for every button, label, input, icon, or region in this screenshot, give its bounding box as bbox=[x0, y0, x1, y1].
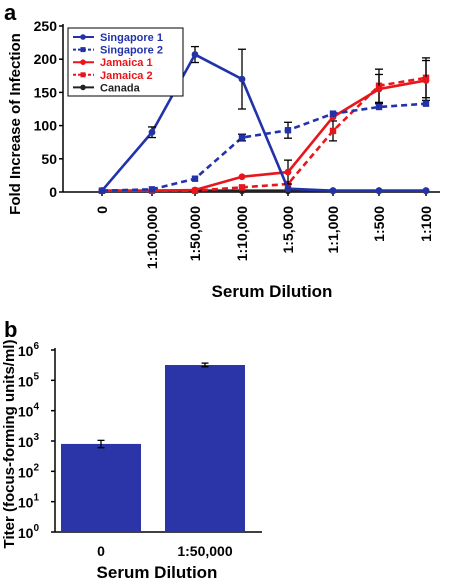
legend-label: Jamaica 1 bbox=[100, 57, 153, 69]
data-point bbox=[329, 127, 337, 135]
data-point bbox=[148, 186, 156, 193]
panel-b-label: b bbox=[4, 317, 17, 342]
series-line bbox=[102, 79, 427, 192]
panel-a-x-tick-label: 1:500 bbox=[371, 206, 387, 242]
bar bbox=[61, 443, 141, 532]
panel-a-x-tick-label: 1:10,000 bbox=[234, 206, 250, 261]
data-point bbox=[191, 175, 199, 182]
panel-a-x-tick-label: 1:1,000 bbox=[325, 206, 341, 254]
data-point bbox=[284, 127, 292, 134]
panel-b-y-tick-label: 105 bbox=[18, 371, 40, 389]
panel-b-y-tick-label: 106 bbox=[18, 341, 40, 359]
panel-a-y-tick-label: 100 bbox=[34, 118, 58, 134]
data-point bbox=[284, 185, 292, 193]
panel-b-x-axis-title: Serum Dilution bbox=[97, 563, 218, 582]
panel-a-x-tick-label: 1:100 bbox=[418, 206, 434, 242]
panel-a-x-tick-label: 1:5,000 bbox=[280, 206, 296, 254]
panel-b-x-tick-label: 1:50,000 bbox=[177, 543, 232, 559]
data-point bbox=[238, 75, 246, 83]
panel-b-y-tick-label: 104 bbox=[18, 402, 40, 420]
panel-b-y-tick-label: 101 bbox=[18, 493, 40, 511]
data-point bbox=[238, 184, 246, 191]
data-point bbox=[329, 187, 337, 195]
panel-a-y-tick-label: 150 bbox=[34, 84, 58, 100]
panel-b-y-tick-label: 100 bbox=[18, 523, 40, 541]
series-line bbox=[101, 52, 426, 192]
panel-a-label: a bbox=[4, 0, 17, 25]
data-point bbox=[422, 100, 430, 107]
panel-a-y-tick-label: 0 bbox=[49, 184, 57, 200]
panel-a-y-tick-label: 200 bbox=[34, 51, 58, 67]
legend-marker bbox=[80, 72, 86, 78]
legend-label: Jamaica 2 bbox=[100, 70, 153, 82]
legend-label: Singapore 2 bbox=[100, 45, 163, 57]
panel-a-x-tick-label: 0 bbox=[94, 206, 110, 214]
panel-b-x-tick-label: 0 bbox=[97, 543, 105, 559]
data-point bbox=[238, 134, 246, 141]
legend-label: Canada bbox=[100, 82, 141, 94]
legend-marker bbox=[80, 34, 86, 40]
data-point bbox=[191, 51, 199, 58]
data-point bbox=[375, 103, 383, 111]
panel-b-y-tick-label: 103 bbox=[18, 432, 40, 450]
data-point bbox=[284, 168, 292, 176]
series-line bbox=[101, 102, 427, 192]
data-point bbox=[98, 187, 106, 195]
legend-label: Singapore 1 bbox=[100, 32, 163, 44]
panel-b-y-tick-label: 102 bbox=[18, 462, 40, 480]
panel-a-x-tick-label: 1:50,000 bbox=[187, 206, 203, 261]
data-point bbox=[375, 85, 383, 93]
data-point bbox=[329, 110, 337, 117]
data-point bbox=[375, 187, 383, 195]
panel-b-plot: 100 101 102 103 104 105 106 0 1:50,000 bbox=[18, 341, 262, 559]
bar bbox=[165, 365, 245, 532]
series-line bbox=[102, 76, 427, 192]
panel-b-y-axis-title: Titer (focus-forming units/ml) bbox=[1, 340, 18, 549]
panel-a-x-tick-label: 1:100,000 bbox=[144, 206, 160, 269]
data-point bbox=[422, 187, 430, 195]
data-point bbox=[238, 173, 246, 181]
data-point bbox=[148, 128, 156, 136]
panel-a-y-tick-label: 50 bbox=[41, 151, 57, 167]
panel-a-y-tick-label: 250 bbox=[34, 18, 58, 34]
panel-a-x-axis-title: Serum Dilution bbox=[212, 282, 333, 301]
legend-marker bbox=[80, 84, 86, 91]
data-point bbox=[422, 77, 430, 84]
panel-a-plot: 0 50 100 150 200 250 0 1:100,000 1:50,000 1:10,00… bbox=[34, 18, 440, 269]
panel-a-y-axis-title: Fold Increase of Infection bbox=[7, 33, 24, 215]
data-point bbox=[191, 186, 199, 194]
legend-marker bbox=[80, 59, 86, 65]
legend-marker bbox=[80, 47, 86, 53]
